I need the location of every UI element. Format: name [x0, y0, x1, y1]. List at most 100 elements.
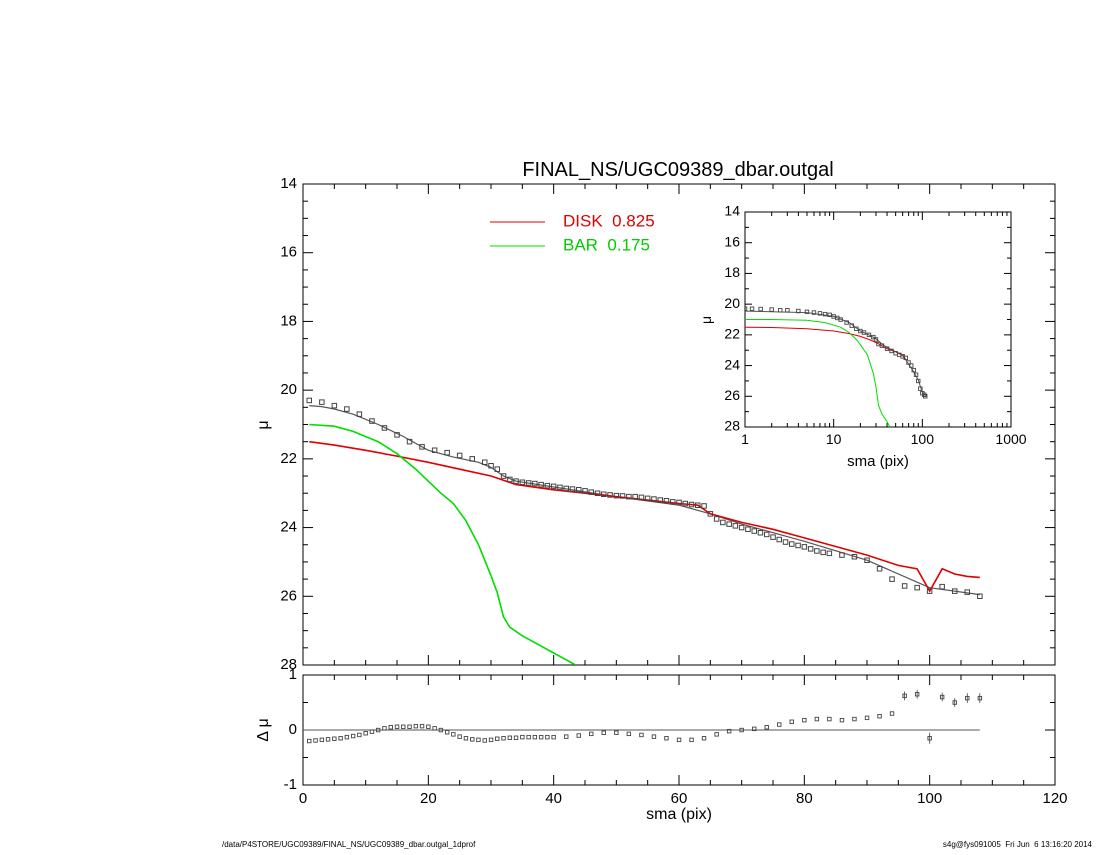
legend-disk-label: DISK 0.825 [563, 211, 655, 230]
observed-point [525, 480, 532, 486]
total-model-curve [309, 405, 980, 596]
observed-point [906, 360, 911, 365]
observed-point [884, 346, 890, 351]
residual-point [426, 724, 431, 729]
residual-point [626, 731, 632, 737]
residual-point [501, 736, 506, 741]
observed-point [871, 334, 876, 340]
residual-point [438, 727, 444, 733]
observed-point [764, 531, 770, 538]
observed-point [406, 438, 413, 445]
observed-point [657, 497, 663, 503]
observed-point [911, 367, 916, 373]
inset-x-tick-label: 10 [826, 431, 842, 447]
observed-point [909, 363, 914, 368]
observed-point [866, 332, 872, 338]
observed-point [695, 502, 701, 508]
observed-point [879, 343, 885, 348]
observed-point [914, 584, 920, 591]
residual-x-tick-label: 40 [545, 790, 562, 807]
observed-point [682, 500, 688, 507]
residual-x-tick-label: 60 [671, 790, 688, 807]
residual-point [363, 731, 368, 736]
observed-point [745, 306, 748, 311]
residual-point [914, 692, 920, 697]
residual-point [545, 734, 550, 740]
residual-point [382, 726, 387, 731]
observed-point [804, 309, 810, 315]
observed-point [849, 323, 854, 328]
observed-point [582, 488, 588, 494]
observed-point [626, 493, 632, 500]
residual-y-tick-label: 1 [289, 666, 297, 683]
observed-point [795, 542, 801, 549]
residual-point [651, 734, 657, 739]
residual-point [526, 734, 531, 740]
observed-point [745, 526, 751, 532]
observed-point [873, 337, 879, 342]
observed-point [713, 516, 720, 522]
observed-point [701, 503, 707, 509]
residual-point [927, 736, 932, 741]
main-y-tick-label: 26 [280, 587, 297, 604]
residual-point [444, 730, 450, 735]
main-y-tick-label: 24 [280, 519, 297, 536]
residual-point [752, 726, 757, 732]
observed-point [550, 483, 557, 490]
observed-point [632, 493, 638, 500]
main-y-tick-label: 22 [280, 450, 297, 467]
observed-point [500, 473, 507, 479]
observed-point [839, 552, 845, 558]
observed-point [557, 484, 563, 491]
inset-y-tick-label: 16 [724, 233, 740, 249]
main-series [306, 397, 983, 665]
residual-point [520, 734, 525, 740]
main-axes: 14 16 18 20 22 24 26 28 [280, 175, 1056, 673]
residual-x-tick-label: 20 [420, 790, 437, 807]
observed-point [817, 311, 823, 316]
observed-point [394, 432, 400, 438]
residual-point [513, 735, 519, 740]
observed-point [482, 459, 488, 465]
observed-point [757, 530, 764, 536]
observed-point [785, 308, 790, 313]
observed-point [822, 311, 828, 317]
observed-point [913, 372, 919, 377]
residual-point [952, 700, 957, 705]
observed-point [563, 485, 569, 492]
observed-point [638, 494, 645, 501]
residual-point [488, 737, 494, 743]
observed-point [331, 402, 338, 409]
residual-point [401, 724, 406, 729]
residual-point [451, 732, 456, 737]
observed-point [854, 326, 859, 331]
residual-point [889, 711, 895, 716]
footer-timestamp: s4g@fys091005 Fri Jun 6 13:16:20 2014 [942, 840, 1092, 849]
observed-point [903, 355, 908, 361]
residual-point [852, 716, 857, 722]
residual-series [303, 689, 983, 744]
bar-curve [309, 423, 576, 665]
observed-point [431, 447, 438, 453]
observed-point [926, 588, 933, 594]
residual-point [664, 736, 669, 741]
residual-point [827, 716, 832, 722]
observed-point [789, 541, 795, 547]
observed-point [778, 308, 783, 313]
observed-point [513, 478, 519, 484]
main-y-tick-label: 14 [280, 175, 297, 192]
inset-y-tick-label: 18 [724, 264, 740, 280]
inset-x-axis-label: sma (pix) [847, 453, 909, 470]
observed-point [796, 308, 801, 314]
observed-point [532, 480, 538, 487]
residual-point [369, 729, 375, 734]
residual-point [564, 734, 569, 739]
observed-point [861, 330, 867, 335]
observed-point [889, 576, 895, 582]
observed-point [889, 348, 894, 354]
observed-point [319, 399, 325, 405]
observed-point [923, 394, 928, 399]
main-panel: FINAL_NS/UGC09389_dbar.outgal 14 16 18 20 22… [255, 159, 1056, 673]
